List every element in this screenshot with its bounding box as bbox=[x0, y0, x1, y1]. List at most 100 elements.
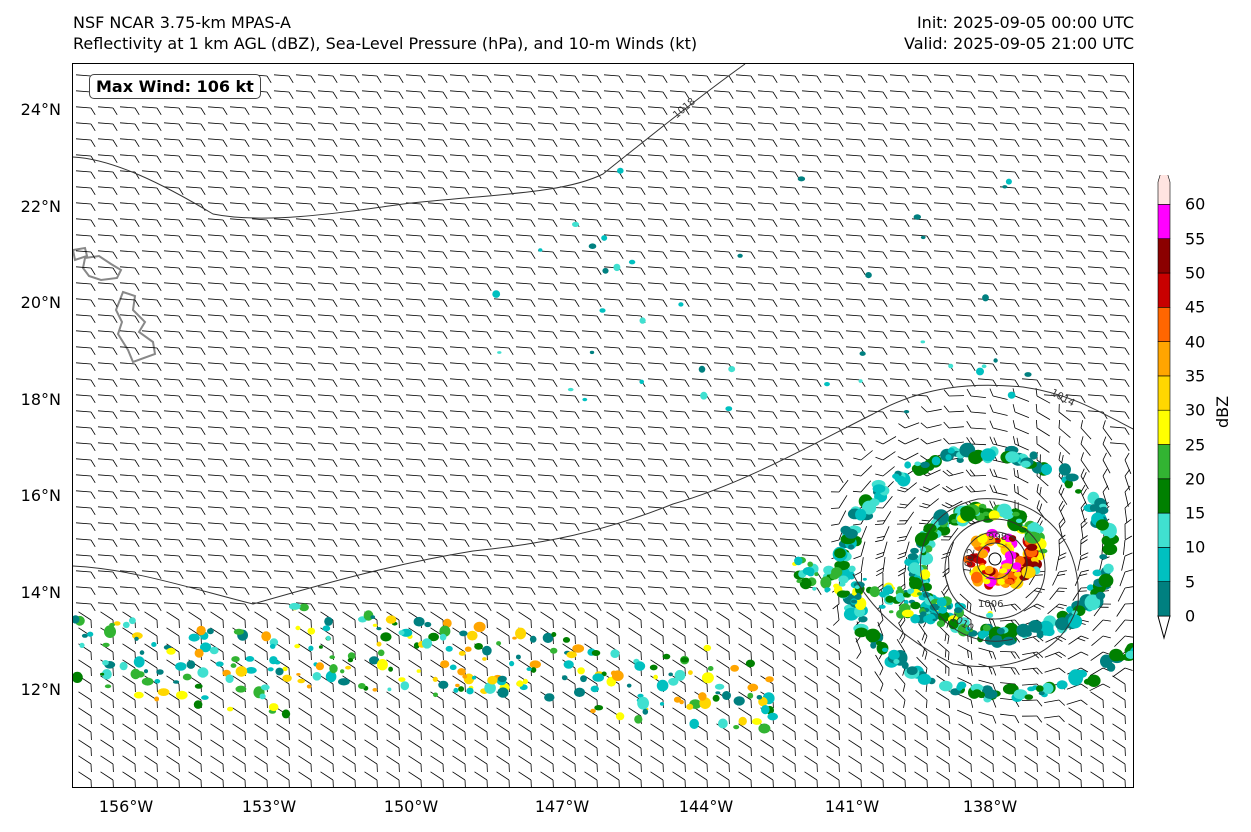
wind-barb bbox=[1080, 283, 1086, 292]
wind-barb bbox=[452, 755, 466, 765]
wind-barb bbox=[254, 755, 268, 765]
wind-barb bbox=[816, 523, 822, 532]
wind-barb bbox=[904, 123, 910, 132]
wind-barb bbox=[816, 91, 822, 100]
wind-barb bbox=[464, 283, 470, 292]
wind-barb bbox=[691, 490, 708, 493]
wind-barb bbox=[848, 691, 862, 701]
wind-barb bbox=[875, 539, 884, 543]
wind-barb bbox=[904, 437, 919, 445]
wind-barb bbox=[618, 299, 624, 308]
wind-barb bbox=[980, 739, 994, 749]
wind-barb bbox=[178, 491, 184, 500]
wind-barb bbox=[562, 643, 576, 653]
wind-barb bbox=[1014, 331, 1020, 340]
wind-barb bbox=[581, 522, 598, 525]
map-canvas[interactable]: 1018 1014 1010 1006 1002 998 bbox=[73, 64, 1134, 788]
reflectivity-cell bbox=[999, 568, 1008, 574]
wind-barb bbox=[1058, 491, 1068, 505]
wind-barb bbox=[332, 75, 338, 84]
valid-time: Valid: 2025-09-05 21:00 UTC bbox=[903, 34, 1134, 53]
wind-barb bbox=[200, 459, 206, 468]
wind-barb bbox=[442, 75, 448, 84]
wind-barb bbox=[1043, 154, 1060, 157]
wind-barb bbox=[119, 458, 136, 461]
wind-barb bbox=[1080, 552, 1089, 557]
wind-barb bbox=[449, 138, 466, 141]
wind-barb bbox=[1087, 122, 1104, 125]
wind-barb bbox=[288, 507, 294, 516]
wind-barb bbox=[942, 470, 950, 477]
wind-barb bbox=[757, 170, 774, 173]
wind-barb bbox=[926, 483, 941, 493]
wind-barb bbox=[1065, 74, 1082, 77]
wind-barb bbox=[1024, 755, 1038, 765]
wind-barb bbox=[288, 427, 294, 436]
wind-barb bbox=[317, 362, 334, 365]
wind-barb bbox=[405, 506, 422, 509]
wind-barb bbox=[978, 679, 994, 685]
wind-barb bbox=[1014, 443, 1029, 451]
wind-barb bbox=[222, 411, 228, 420]
wind-barb bbox=[823, 234, 840, 237]
wind-barb bbox=[911, 298, 928, 301]
wind-barb bbox=[449, 170, 466, 173]
wind-barb bbox=[166, 755, 180, 765]
wind-barb bbox=[970, 715, 974, 724]
wind-barb bbox=[266, 539, 272, 548]
wind-barb bbox=[728, 347, 734, 356]
wind-barb bbox=[163, 234, 180, 237]
wind-barb bbox=[684, 475, 690, 484]
wind-barb bbox=[640, 539, 646, 548]
wind-barb bbox=[706, 491, 712, 500]
wind-barb bbox=[210, 691, 224, 701]
wind-barb bbox=[1065, 378, 1082, 381]
wind-barb bbox=[361, 474, 378, 477]
wind-barb bbox=[244, 315, 250, 324]
wind-barb bbox=[452, 643, 466, 653]
wind-barb bbox=[185, 106, 202, 109]
wind-barb bbox=[735, 202, 752, 205]
wind-barb bbox=[317, 330, 334, 333]
wind-barb bbox=[295, 538, 312, 541]
wind-barb bbox=[669, 394, 686, 397]
wind-barb bbox=[78, 739, 92, 749]
wind-barb bbox=[486, 299, 492, 308]
wind-barb bbox=[779, 458, 796, 461]
wind-barb bbox=[922, 648, 925, 657]
map-panel[interactable]: 1018 1014 1010 1006 1002 998 Max Wind: 1… bbox=[72, 63, 1134, 788]
wind-barb bbox=[266, 587, 272, 596]
wind-barb bbox=[376, 363, 382, 372]
wind-barb bbox=[232, 739, 246, 749]
wind-barb bbox=[904, 187, 910, 196]
wind-barb bbox=[508, 267, 514, 276]
reflectivity-cell bbox=[946, 604, 952, 610]
wind-barb bbox=[684, 203, 690, 212]
wind-barb bbox=[779, 298, 796, 301]
wind-barb bbox=[537, 234, 554, 237]
wind-barb bbox=[427, 298, 444, 301]
wind-barb bbox=[1124, 123, 1130, 132]
wind-barb bbox=[1087, 202, 1104, 205]
wind-barb bbox=[921, 519, 930, 522]
wind-barb bbox=[251, 570, 268, 573]
wind-barb bbox=[486, 443, 492, 452]
wind-barb bbox=[779, 170, 796, 173]
wind-barb bbox=[1058, 517, 1065, 525]
wind-barb bbox=[684, 347, 690, 356]
wind-barb bbox=[716, 611, 730, 621]
wind-barb bbox=[845, 122, 862, 125]
wind-barb bbox=[882, 171, 888, 180]
wind-barb bbox=[383, 522, 400, 525]
wind-barb bbox=[581, 186, 598, 189]
wind-barb bbox=[958, 755, 972, 765]
wind-barb bbox=[185, 346, 202, 349]
wind-barb bbox=[970, 651, 973, 660]
wind-barb bbox=[452, 675, 466, 685]
wind-barb bbox=[493, 90, 510, 93]
wind-barb bbox=[772, 443, 778, 452]
wind-barb bbox=[1021, 266, 1038, 269]
wind-barb bbox=[948, 331, 954, 340]
wind-barb bbox=[471, 346, 488, 349]
wind-barb bbox=[288, 539, 294, 548]
